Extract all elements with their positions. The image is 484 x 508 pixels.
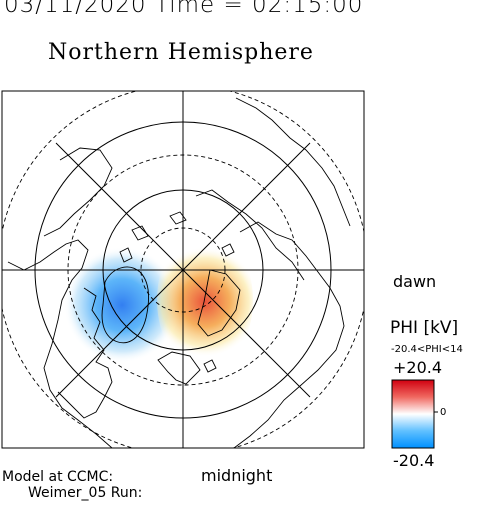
- siberia-coast: [195, 189, 305, 281]
- map-frame: [1, 90, 365, 449]
- colorbar-gradient: [391, 379, 435, 449]
- islands: [119, 211, 235, 373]
- dawn-cell: [157, 228, 253, 372]
- colorbar-min-label: -20.4: [393, 451, 435, 470]
- meridian-lines: [2, 91, 364, 448]
- potential-pattern: [60, 225, 253, 375]
- map-title: Northern Hemisphere: [48, 40, 314, 65]
- header-time: 03/11/2020 Time = 02:15:00: [4, 0, 364, 18]
- meridian-diagonal-2: [55, 142, 311, 398]
- colorbar-max-label: +20.4: [393, 358, 443, 377]
- colorbar-mid-label: 0: [440, 407, 447, 418]
- midnight-label: midnight: [201, 466, 273, 485]
- europe-coast: [157, 351, 201, 385]
- dusk-cell: [60, 225, 184, 375]
- asia-arctic-coast: [233, 221, 345, 448]
- far-east-coast: [235, 97, 351, 227]
- colorbar-title: PHI [kV]: [390, 318, 459, 338]
- alaska-coast: [43, 147, 113, 237]
- colorbar-range: -20.4<PHI<14: [391, 344, 463, 355]
- dawn-label: dawn: [393, 272, 437, 291]
- scandinavia-coast: [197, 269, 241, 337]
- run-label: Weimer_05 Run:: [28, 485, 143, 501]
- model-label: Model at CCMC:: [2, 469, 114, 485]
- north-america-coast: [7, 239, 113, 448]
- canadian-arctic-coast: [57, 287, 113, 419]
- coastlines: [7, 97, 351, 448]
- greenland-coast: [101, 266, 149, 344]
